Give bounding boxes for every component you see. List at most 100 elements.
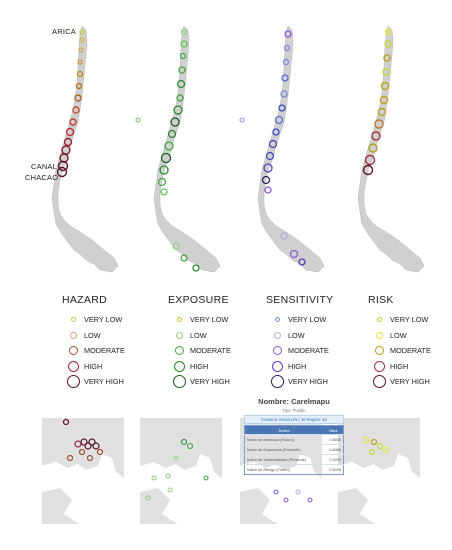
row-value: 0.5259: [323, 454, 344, 465]
legend-label: VERY LOW: [288, 315, 327, 325]
legend-circle-icon: [274, 317, 280, 323]
legend-item: VERY LOW: [168, 312, 263, 328]
legend-label: VERY LOW: [190, 315, 229, 325]
table-row: Índice de Riesgo (Futuro) 0.6028: [244, 464, 344, 475]
row-label: Índice de Riesgo (Futuro): [244, 464, 324, 475]
legend-label: LOW: [288, 330, 305, 340]
legend-item: VERY HIGH: [368, 374, 452, 390]
insets-layer: [42, 418, 420, 524]
row-label: Índice de Amenaza (Futuro): [244, 434, 324, 445]
legend-risk: RISK VERY LOW LOW MODERATE HIGH VERY HIGH: [368, 294, 452, 390]
table-row: Índice de Amenaza (Futuro) 0.8608: [244, 434, 344, 445]
maps-layer: [51, 25, 425, 273]
legend-item: MODERATE: [266, 343, 361, 359]
legend-item: VERY LOW: [266, 312, 361, 328]
legend-label: MODERATE: [190, 346, 231, 356]
popup-header-index: Índice: [244, 425, 324, 435]
legend-title: HAZARD: [62, 294, 107, 306]
legend-circle-icon: [69, 331, 77, 339]
exposure-inset: [140, 418, 222, 524]
hazard-map-markers: [56, 29, 85, 178]
legend-exposure: EXPOSURE VERY LOW LOW MODERATE HIGH VERY HIGH: [168, 294, 263, 390]
legend-item: VERY LOW: [62, 312, 157, 328]
legend-circle-icon: [174, 346, 184, 356]
legend-circle-icon: [175, 331, 183, 339]
legend-item: HIGH: [266, 359, 361, 375]
legend-circle-icon: [70, 317, 76, 323]
legend-circle-icon: [176, 317, 182, 323]
legend-item: VERY LOW: [368, 312, 452, 328]
legend-circle-icon: [68, 346, 78, 356]
legend-hazard: HAZARD VERY LOW LOW MODERATE HIGH VERY HIGH: [62, 294, 157, 390]
label-arica: ARICA: [52, 27, 76, 36]
legend-title: RISK: [368, 294, 394, 306]
legend-circle-icon: [173, 360, 185, 372]
legend-circle-icon: [66, 375, 80, 389]
sensitivity-map-markers: [239, 30, 306, 266]
sensitivity-map: [239, 25, 325, 273]
legend-circle-icon: [272, 346, 282, 356]
legend-label: LOW: [190, 330, 207, 340]
legend-circle-icon: [376, 317, 382, 323]
label-canal: CANAL: [31, 162, 58, 171]
legend-circle-icon: [172, 375, 186, 389]
exposure-map-markers: [135, 28, 200, 272]
legend-label: HIGH: [288, 361, 307, 371]
legend-item: MODERATE: [62, 343, 157, 359]
legend-item: HIGH: [168, 359, 263, 375]
label-chacao: CHACAO: [25, 173, 59, 182]
legend-item: VERY HIGH: [62, 374, 157, 390]
popup-subtitle: Tipo: Pueblo: [282, 408, 306, 413]
row-value: 0.6068: [323, 444, 344, 455]
legend-title: SENSITIVITY: [266, 294, 334, 306]
legend-circle-icon: [67, 360, 79, 372]
legend-circle-icon: [374, 346, 384, 356]
popup-title: Nombre: Carelmapu: [258, 397, 330, 406]
legend-item: LOW: [266, 328, 361, 344]
legend-label: HIGH: [190, 361, 209, 371]
legend-item: HIGH: [368, 359, 452, 375]
row-label: Índice de Vulnerabilidad (Presente): [244, 454, 324, 465]
legend-label: VERY HIGH: [288, 377, 328, 387]
risk-inset: [338, 418, 420, 524]
hazard-inset: [42, 418, 124, 524]
legend-item: VERY HIGH: [266, 374, 361, 390]
popup-header-value: Valor: [323, 425, 344, 435]
legend-circle-icon: [273, 331, 281, 339]
legend-item: LOW: [62, 328, 157, 344]
hazard-map: [51, 25, 119, 273]
legend-item: HIGH: [62, 359, 157, 375]
legend-item: LOW: [368, 328, 452, 344]
exposure-map: [135, 25, 221, 273]
legend-circle-icon: [270, 375, 284, 389]
legend-label: VERY LOW: [84, 315, 123, 325]
info-popup: Nombre: Carelmapu Tipo: Pueblo Comuna: M…: [244, 397, 344, 475]
legend-label: MODERATE: [390, 346, 431, 356]
legend-label: HIGH: [390, 361, 409, 371]
legend-label: VERY HIGH: [390, 377, 430, 387]
legend-title: EXPOSURE: [168, 294, 229, 306]
legend-item: MODERATE: [168, 343, 263, 359]
legend-label: LOW: [390, 330, 407, 340]
legend-label: MODERATE: [288, 346, 329, 356]
risk-map: [357, 25, 425, 273]
legend-sensitivity: SENSITIVITY VERY LOW LOW MODERATE HIGH VERY H…: [266, 294, 361, 390]
table-row: Índice de Vulnerabilidad (Presente) 0.525…: [244, 454, 344, 465]
legend-label: VERY HIGH: [84, 377, 124, 387]
row-value: 0.8608: [323, 434, 344, 445]
legend-item: VERY HIGH: [168, 374, 263, 390]
legend-item: MODERATE: [368, 343, 452, 359]
legend-circle-icon: [373, 360, 385, 372]
legend-label: LOW: [84, 330, 101, 340]
legend-circle-icon: [372, 375, 386, 389]
legend-label: VERY HIGH: [190, 377, 230, 387]
legend-item: LOW: [168, 328, 263, 344]
popup-table: Índice Valor Índice de Amenaza (Futuro) 0…: [244, 425, 344, 475]
legend-circle-icon: [375, 331, 383, 339]
legend-label: VERY LOW: [390, 315, 429, 325]
legend-label: MODERATE: [84, 346, 125, 356]
legend-label: HIGH: [84, 361, 103, 371]
row-label: Índice de Exposición (Presente): [244, 444, 324, 455]
popup-commune-bar: Comuna: MAULLÍN | 10 Región: 10: [244, 415, 344, 424]
table-row: Índice de Exposición (Presente) 0.6068: [244, 444, 344, 455]
